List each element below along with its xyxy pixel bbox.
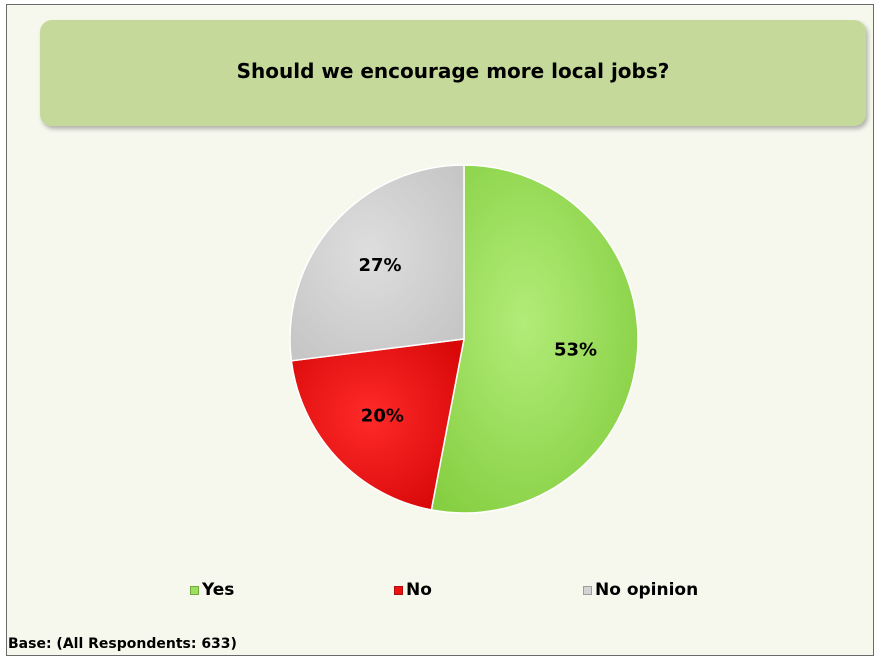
pie-slice-yes [430,164,639,514]
chart-frame: Should we encourage more local jobs? 53%… [6,4,874,656]
legend: Yes No No opinion [7,580,873,604]
legend-item-no-opinion: No opinion [583,580,698,600]
pie-slice-no-opinion [289,164,465,362]
legend-swatch-no-opinion [583,585,592,595]
title-banner: Should we encourage more local jobs? [40,20,866,126]
legend-swatch-no [394,585,403,595]
chart-title: Should we encourage more local jobs? [236,59,670,83]
legend-item-yes: Yes [190,580,234,600]
legend-item-no: No [394,580,432,600]
legend-label-no-opinion: No opinion [595,580,699,600]
pie-slice-no [290,338,465,511]
slice-label-yes: 53% [554,340,597,361]
base-note: Base: (All Respondents: 633) [8,636,237,652]
legend-label-no: No [406,580,432,600]
slice-label-no: 20% [361,406,404,427]
legend-swatch-yes [190,585,199,595]
legend-label-yes: Yes [202,580,235,600]
pie-chart: 53% 20% 27% [289,164,639,514]
slice-label-no-opinion: 27% [358,255,401,276]
